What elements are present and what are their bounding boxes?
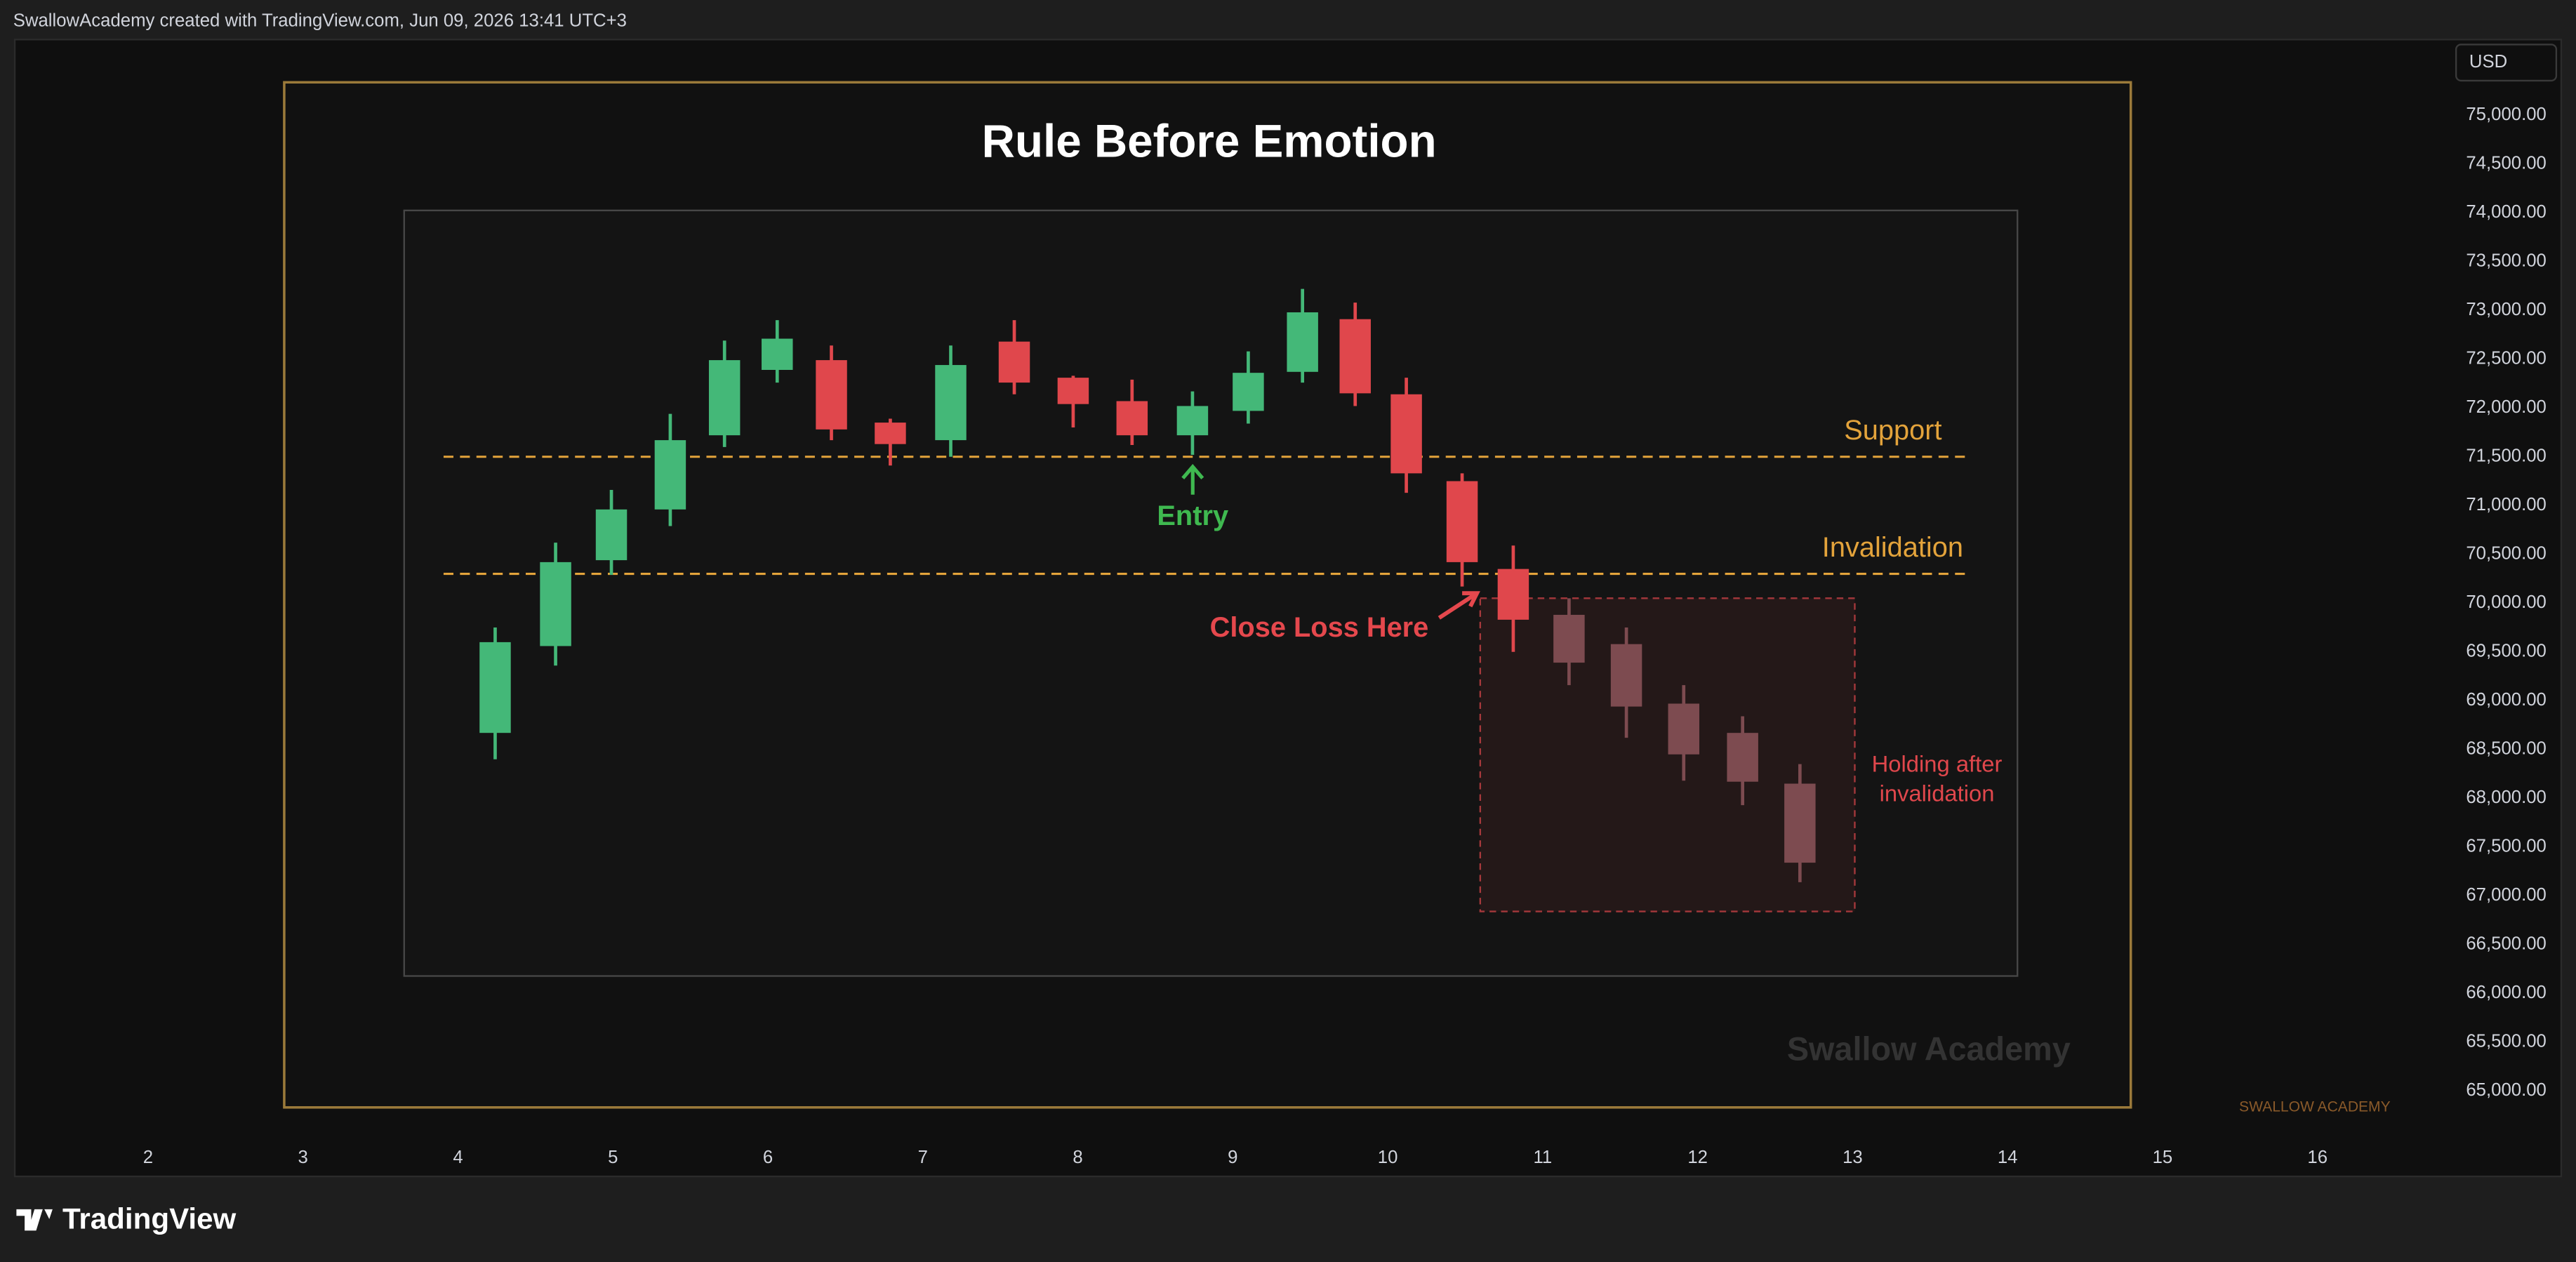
y-tick-label: 71,000.00 [2466, 495, 2547, 514]
x-tick-label: 4 [453, 1148, 463, 1167]
plot-layer: 65,000.00 65,500.00 66,000.00 66,500.00 67,0… [143, 105, 2547, 1167]
y-tick-label: 74,500.00 [2466, 153, 2547, 173]
x-tick-label: 16 [2307, 1148, 2328, 1167]
level-label: Invalidation [1822, 532, 1963, 563]
candle-body [762, 338, 793, 371]
y-tick-label: 69,500.00 [2466, 642, 2547, 661]
x-tick-label: 13 [1843, 1148, 1863, 1167]
candle-body [1390, 394, 1422, 474]
y-tick-label: 66,500.00 [2466, 934, 2547, 954]
y-tick-label: 67,000.00 [2466, 885, 2547, 905]
x-tick-label: 11 [1534, 1148, 1553, 1167]
currency-box[interactable] [2455, 44, 2558, 82]
y-tick-label: 72,500.00 [2466, 349, 2547, 368]
entry-label: Entry [1157, 500, 1228, 531]
candle-body [1553, 614, 1585, 663]
candle-body [935, 365, 967, 441]
close-loss-arrow [1438, 591, 1480, 620]
currency[interactable]: USD [2469, 52, 2507, 72]
candle-body [654, 440, 686, 510]
candle-body [479, 642, 511, 733]
candle-body [1668, 703, 1700, 755]
candle-body [1727, 733, 1758, 782]
y-tick-label: 72,000.00 [2466, 397, 2547, 417]
inner-frame [403, 209, 2019, 977]
x-tick-label: 8 [1073, 1148, 1082, 1167]
attribution: SwallowAcademy created with TradingView.… [13, 11, 627, 30]
y-tick-label: 65,000.00 [2466, 1080, 2547, 1100]
entry-arrow [1181, 463, 1204, 495]
y-tick-label: 74,000.00 [2466, 202, 2547, 222]
candle-body [875, 423, 906, 444]
y-tick-label: 69,000.00 [2466, 690, 2547, 710]
x-tick-label: 2 [143, 1148, 153, 1167]
y-tick-label: 73,000.00 [2466, 300, 2547, 319]
x-tick-label: 7 [918, 1148, 928, 1167]
chart-title: Rule Before Emotion [982, 116, 1437, 167]
candle-body [1287, 312, 1318, 372]
x-tick-label: 5 [608, 1148, 618, 1167]
y-tick-label: 71,500.00 [2466, 446, 2547, 466]
zone-label: Holding after [1872, 751, 2003, 777]
candle-body [1784, 783, 1816, 863]
candle-body [1116, 401, 1148, 436]
footer-brand: TradingView [62, 1202, 237, 1235]
y-tick-label: 68,500.00 [2466, 739, 2547, 759]
candle-body [540, 562, 571, 646]
watermark: Swallow Academy [1787, 1031, 2071, 1068]
x-tick-label: 15 [2153, 1148, 2173, 1167]
y-tick-label: 68,000.00 [2466, 788, 2547, 807]
candle-body [1497, 569, 1529, 620]
zone-label: invalidation [1880, 781, 1995, 806]
y-tick-label: 66,000.00 [2466, 983, 2547, 1002]
candle-body [708, 360, 741, 436]
y-tick-label: 65,500.00 [2466, 1032, 2547, 1051]
x-tick-label: 9 [1228, 1148, 1237, 1167]
x-tick-label: 3 [298, 1148, 308, 1167]
x-tick-label: 6 [763, 1148, 773, 1167]
level-label: Support [1844, 415, 1941, 446]
brand-logo [16, 1209, 53, 1231]
x-tick-label: 12 [1687, 1148, 1708, 1167]
candle-body [1446, 481, 1478, 562]
x-tick-label: 14 [1998, 1148, 2018, 1167]
y-tick-label: 73,500.00 [2466, 251, 2547, 270]
x-tick-label: 10 [1378, 1148, 1398, 1167]
close-loss-label: Close Loss Here [1210, 612, 1429, 643]
y-tick-label: 67,500.00 [2466, 837, 2547, 856]
candle-body [1339, 319, 1371, 394]
y-tick-label: 70,500.00 [2466, 544, 2547, 564]
brand-mark: SWALLOW ACADEMY [2239, 1098, 2391, 1115]
y-tick-label: 75,000.00 [2466, 105, 2547, 124]
candle-body [998, 341, 1030, 383]
candle-body [1610, 644, 1642, 707]
candle-body [1233, 373, 1264, 411]
candle-body [816, 360, 847, 430]
candle-body [1176, 406, 1209, 436]
candle-body [595, 509, 628, 561]
candle-body [1057, 378, 1089, 404]
y-tick-label: 70,000.00 [2466, 592, 2547, 612]
